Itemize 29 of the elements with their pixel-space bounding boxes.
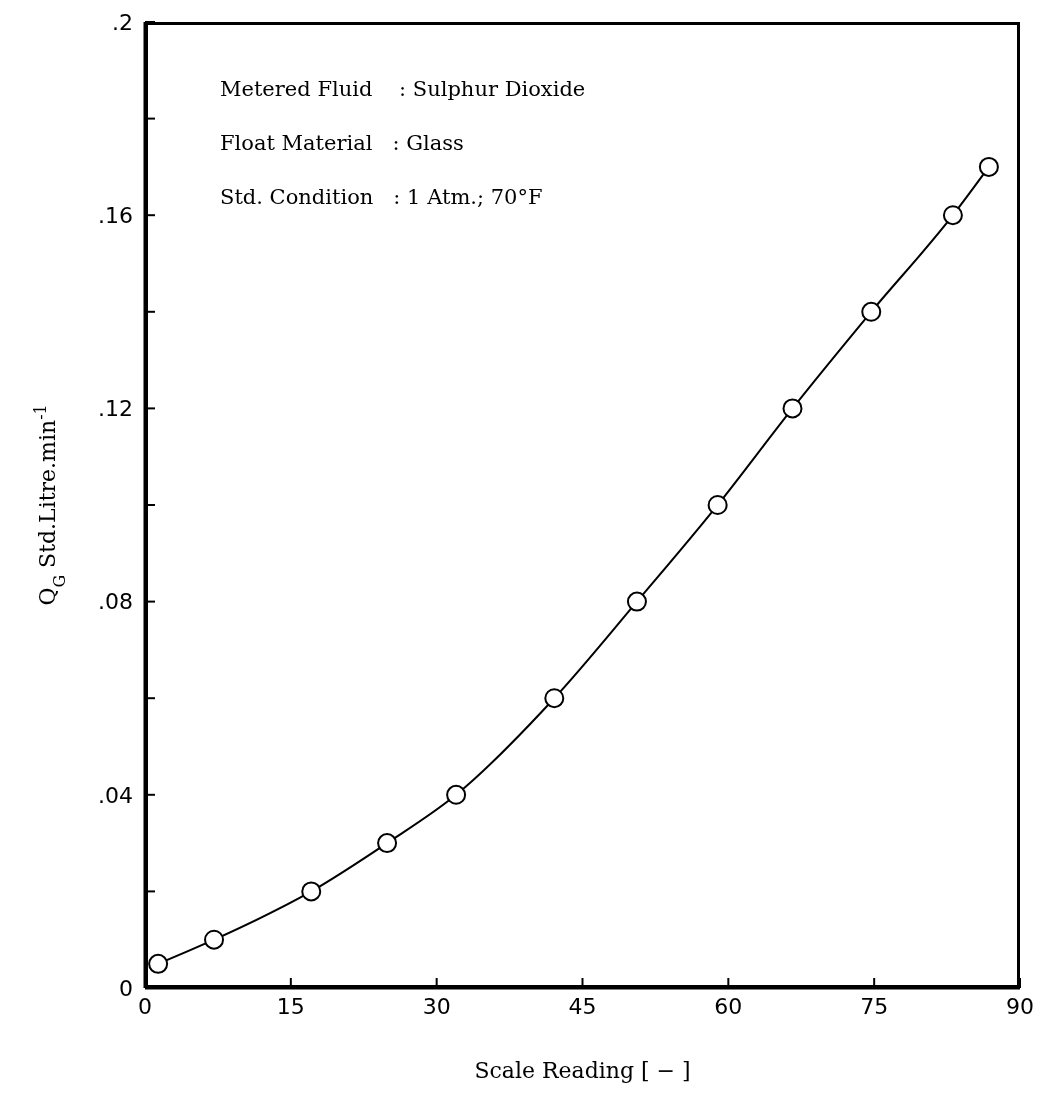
y-tick-label: 0 [119, 975, 133, 1001]
annotation: Std. Condition : 1 Atm.; 70°F [220, 184, 544, 211]
point [446, 784, 467, 805]
x-tick-label: 45 [568, 993, 597, 1019]
x-tick-label: 75 [860, 993, 889, 1019]
point [978, 156, 999, 177]
y-tick-label: .08 [98, 589, 133, 615]
annotation: Metered Fluid : Sulphur Dioxide [220, 76, 586, 103]
x-tick-label: 30 [422, 993, 451, 1019]
point [626, 591, 647, 612]
point [707, 495, 728, 515]
x-tick-label: 60 [714, 993, 743, 1019]
point [544, 688, 565, 709]
annotation: Float Material : Glass [220, 130, 465, 157]
point [148, 953, 169, 974]
point [301, 881, 322, 902]
x-tick-label: 90 [1006, 993, 1034, 1019]
y-tick-label: .04 [98, 782, 133, 808]
point [861, 301, 882, 322]
point [942, 205, 963, 226]
y-tick-label: .12 [98, 396, 133, 422]
point [782, 398, 803, 419]
x-axis-title: Scale Reading [ − ] [474, 1058, 691, 1083]
x-tick-label: 15 [276, 993, 305, 1019]
point [204, 929, 225, 950]
y-tick-label: .16 [98, 203, 133, 229]
y-tick-label: .2 [112, 9, 133, 35]
x-tick-label: 0 [138, 993, 152, 1019]
point [377, 833, 398, 854]
